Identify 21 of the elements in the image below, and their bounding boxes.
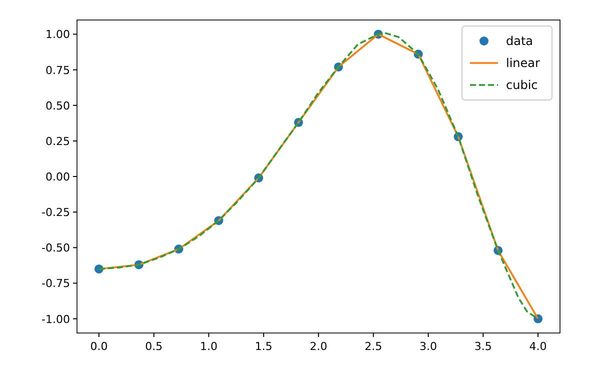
y-tick-label: 1.00 (46, 28, 70, 42)
x-tick-label: 3.5 (474, 340, 492, 353)
y-tick-label: -0.50 (42, 242, 70, 255)
y-tick-label: -0.75 (42, 277, 70, 290)
y-tick-label: -1.00 (42, 312, 70, 326)
x-tick-label: 1.5 (254, 340, 272, 353)
legend-label: cubic (506, 78, 538, 92)
x-tick-label: 0.0 (90, 340, 108, 353)
x-tick-label: 2.5 (364, 340, 382, 353)
y-tick-label: 0.50 (46, 99, 70, 112)
x-tick-label: 4.0 (529, 340, 547, 353)
legend-label: data (506, 34, 534, 48)
y-tick-label: -0.25 (42, 206, 70, 220)
x-tick-label: 2.0 (310, 340, 328, 353)
legend-label: linear (506, 56, 540, 70)
y-tick-label: 0.75 (46, 64, 70, 77)
y-tick-label: 0.00 (46, 170, 70, 184)
y-tick-label: 0.25 (46, 134, 70, 148)
x-tick-label: 1.0 (200, 340, 218, 353)
x-tick-label: 3.0 (420, 340, 438, 353)
x-tick-label: 0.5 (145, 340, 163, 353)
